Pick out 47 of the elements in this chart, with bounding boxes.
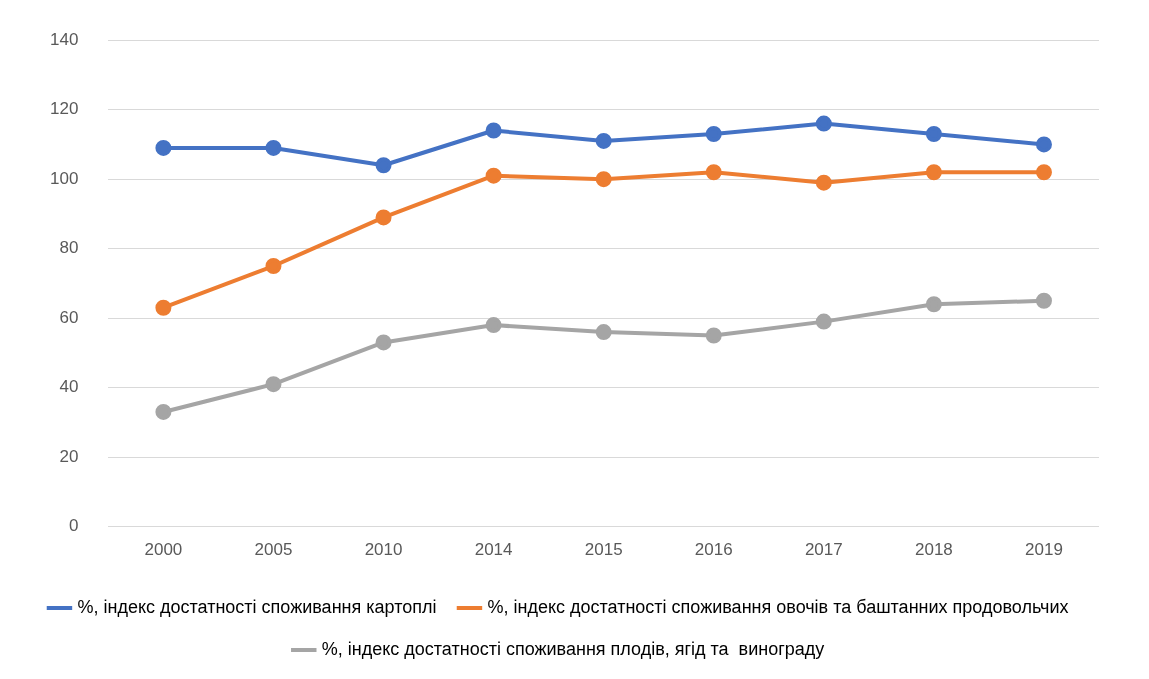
y-tick-label: 0	[68, 516, 79, 536]
point	[265, 258, 282, 275]
point	[815, 313, 832, 330]
point	[485, 167, 502, 184]
point	[375, 334, 392, 351]
point	[155, 139, 172, 156]
point	[375, 209, 392, 226]
point	[815, 115, 832, 132]
point	[705, 327, 722, 344]
y-tick-label: 120	[49, 99, 79, 119]
point	[815, 174, 832, 191]
point	[155, 299, 172, 316]
legend-label: %, індекс достатності споживання овочів та баштанних продовольчих	[487, 596, 1069, 617]
x-tick-label: 2000	[144, 540, 183, 560]
x-tick-label: 2014	[474, 540, 513, 560]
y-tick-label: 40	[59, 377, 79, 397]
point	[1035, 136, 1052, 153]
point	[595, 324, 612, 341]
x-tick-label: 2017	[804, 540, 843, 560]
x-tick-label: 2018	[914, 540, 953, 560]
point	[265, 376, 282, 393]
x-tick-label: 2019	[1025, 540, 1063, 560]
point	[1035, 164, 1052, 181]
point	[925, 164, 942, 181]
x-tick-label: 2010	[364, 540, 403, 560]
y-tick-label: 100	[49, 168, 79, 188]
point	[1035, 292, 1052, 309]
point	[375, 157, 392, 174]
point	[705, 126, 722, 143]
point	[595, 171, 612, 188]
legend-label: %, індекс достатності споживання картоплі	[77, 596, 437, 617]
point	[705, 164, 722, 181]
y-tick-label: 60	[59, 307, 79, 327]
point	[595, 132, 612, 149]
y-tick-label: 20	[59, 446, 79, 466]
point	[265, 139, 282, 156]
legend-label: %, індекс достатності споживання плодів, ягід та винограду	[321, 638, 825, 659]
x-tick-label: 2016	[694, 540, 733, 560]
y-tick-label: 80	[59, 238, 79, 258]
y-tick-label: 140	[49, 29, 79, 49]
point	[155, 403, 172, 420]
point	[485, 317, 502, 334]
point	[485, 122, 502, 139]
x-tick-label: 2005	[254, 540, 293, 560]
point	[925, 126, 942, 143]
point	[925, 296, 942, 313]
x-tick-label: 2015	[584, 540, 623, 560]
